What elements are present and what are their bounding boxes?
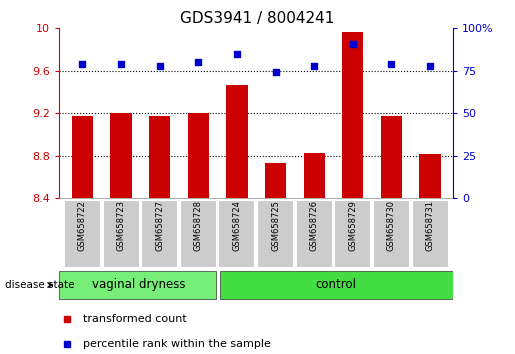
Text: GSM658724: GSM658724 [232,200,242,251]
Text: GSM658728: GSM658728 [194,200,203,251]
Bar [265,163,286,198]
Text: GSM658731: GSM658731 [425,200,435,251]
Bar [187,113,209,198]
Point [233,51,241,57]
Bar [381,116,402,198]
Bar [226,85,248,198]
Bar [373,200,410,268]
Text: GSM658726: GSM658726 [310,200,319,251]
Point [156,63,164,69]
Bar [411,200,449,268]
Text: GSM658727: GSM658727 [155,200,164,251]
Bar [64,200,101,268]
Bar [219,271,453,299]
Bar [218,200,255,268]
Text: GSM658729: GSM658729 [348,200,357,251]
Text: GDS3941 / 8004241: GDS3941 / 8004241 [180,11,335,25]
Point [426,63,434,69]
Bar [110,113,132,198]
Bar [419,154,441,198]
Point [310,63,318,69]
Bar [303,153,325,198]
Bar [334,200,371,268]
Text: control: control [315,279,356,291]
Text: percentile rank within the sample: percentile rank within the sample [83,339,271,349]
Bar [102,200,140,268]
Text: GSM658722: GSM658722 [78,200,87,251]
Point [387,61,396,67]
Bar [180,200,217,268]
Text: GSM658723: GSM658723 [116,200,126,251]
Point [117,61,125,67]
Point [194,59,202,65]
Text: disease state: disease state [5,280,75,290]
Text: GSM658725: GSM658725 [271,200,280,251]
Bar [257,200,294,268]
Bar [72,116,93,198]
Text: GSM658730: GSM658730 [387,200,396,251]
Bar [296,200,333,268]
Text: transformed count: transformed count [83,314,186,324]
Bar [342,32,364,198]
Bar [59,271,216,299]
Point [78,61,87,67]
Point [271,70,280,75]
Bar [141,200,178,268]
Point [349,41,357,46]
Text: vaginal dryness: vaginal dryness [92,279,185,291]
Bar [149,116,170,198]
